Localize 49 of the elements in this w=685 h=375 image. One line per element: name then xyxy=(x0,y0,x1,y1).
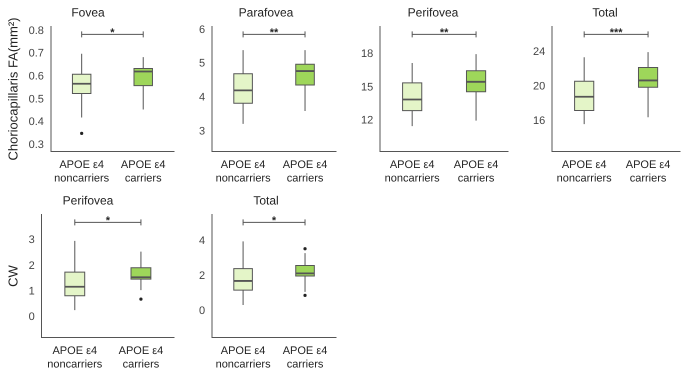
y-tick-label: 2 xyxy=(198,270,206,282)
chart-title: Fovea xyxy=(71,6,105,20)
chart-title: Total xyxy=(253,194,279,208)
y-tick-label: 12 xyxy=(360,114,374,127)
y-tick-label: 4 xyxy=(198,91,206,104)
y-tick-label: 0.3 xyxy=(28,138,44,151)
y-tick-label: 5 xyxy=(198,58,206,70)
chart-title: Perifovea xyxy=(62,194,114,208)
annotation: * xyxy=(106,214,111,227)
x-tick-label: APOE ε4 noncarriers xyxy=(47,345,103,370)
x-tick-label: APOE ε4 carriers xyxy=(282,345,328,370)
y-tick-label: 0.5 xyxy=(28,93,44,106)
y-tick-label: 16 xyxy=(532,114,546,127)
y-tick-label: 6 xyxy=(198,24,206,36)
y-axis-title: Choriocapillaris FA(mm²) xyxy=(5,17,20,161)
annotation: ** xyxy=(440,26,450,39)
y-tick-label: 0 xyxy=(198,305,206,318)
chart-title: Total xyxy=(592,6,618,20)
x-tick-label: APOE ε4 noncarriers xyxy=(54,159,110,184)
x-tick-label: APOE ε4 carriers xyxy=(118,345,164,370)
y-tick-label: 24 xyxy=(532,46,546,58)
y-tick-label: 0.4 xyxy=(28,116,44,128)
x-tick-label: APOE ε4 noncarriers xyxy=(384,159,440,184)
x-tick-label: APOE ε4 noncarriers xyxy=(556,159,612,184)
x-tick-label: APOE ε4 noncarriers xyxy=(216,345,272,370)
y-tick-label: 0.6 xyxy=(28,70,44,83)
x-tick-label: APOE ε4 carriers xyxy=(120,159,166,184)
chart-title: Perifovea xyxy=(408,6,459,20)
y-tick-label: 4 xyxy=(198,234,206,247)
chart-title: Parafovea xyxy=(238,6,294,20)
y-tick-label: 20 xyxy=(532,80,546,92)
y-tick-label: 3 xyxy=(198,125,206,138)
y-axis-title: CW xyxy=(5,264,20,287)
x-tick-label: APOE ε4 carriers xyxy=(626,159,670,184)
y-tick-label: 18 xyxy=(360,48,374,60)
x-tick-label: APOE ε4 carriers xyxy=(454,159,498,184)
annotation: ** xyxy=(270,26,280,39)
annotation: * xyxy=(110,26,116,39)
y-tick-label: 0 xyxy=(28,311,35,324)
y-tick-label: 0.7 xyxy=(28,48,44,60)
x-tick-label: APOE ε4 noncarriers xyxy=(216,159,272,184)
y-tick-label: 2 xyxy=(28,260,35,272)
y-tick-label: 1 xyxy=(28,285,35,298)
annotation: *** xyxy=(610,26,624,39)
annotation: * xyxy=(272,214,277,227)
y-tick-label: 0.8 xyxy=(28,24,44,37)
y-tick-label: 15 xyxy=(360,81,374,94)
y-tick-label: 3 xyxy=(28,234,35,246)
x-tick-label: APOE ε4 carriers xyxy=(282,159,328,184)
